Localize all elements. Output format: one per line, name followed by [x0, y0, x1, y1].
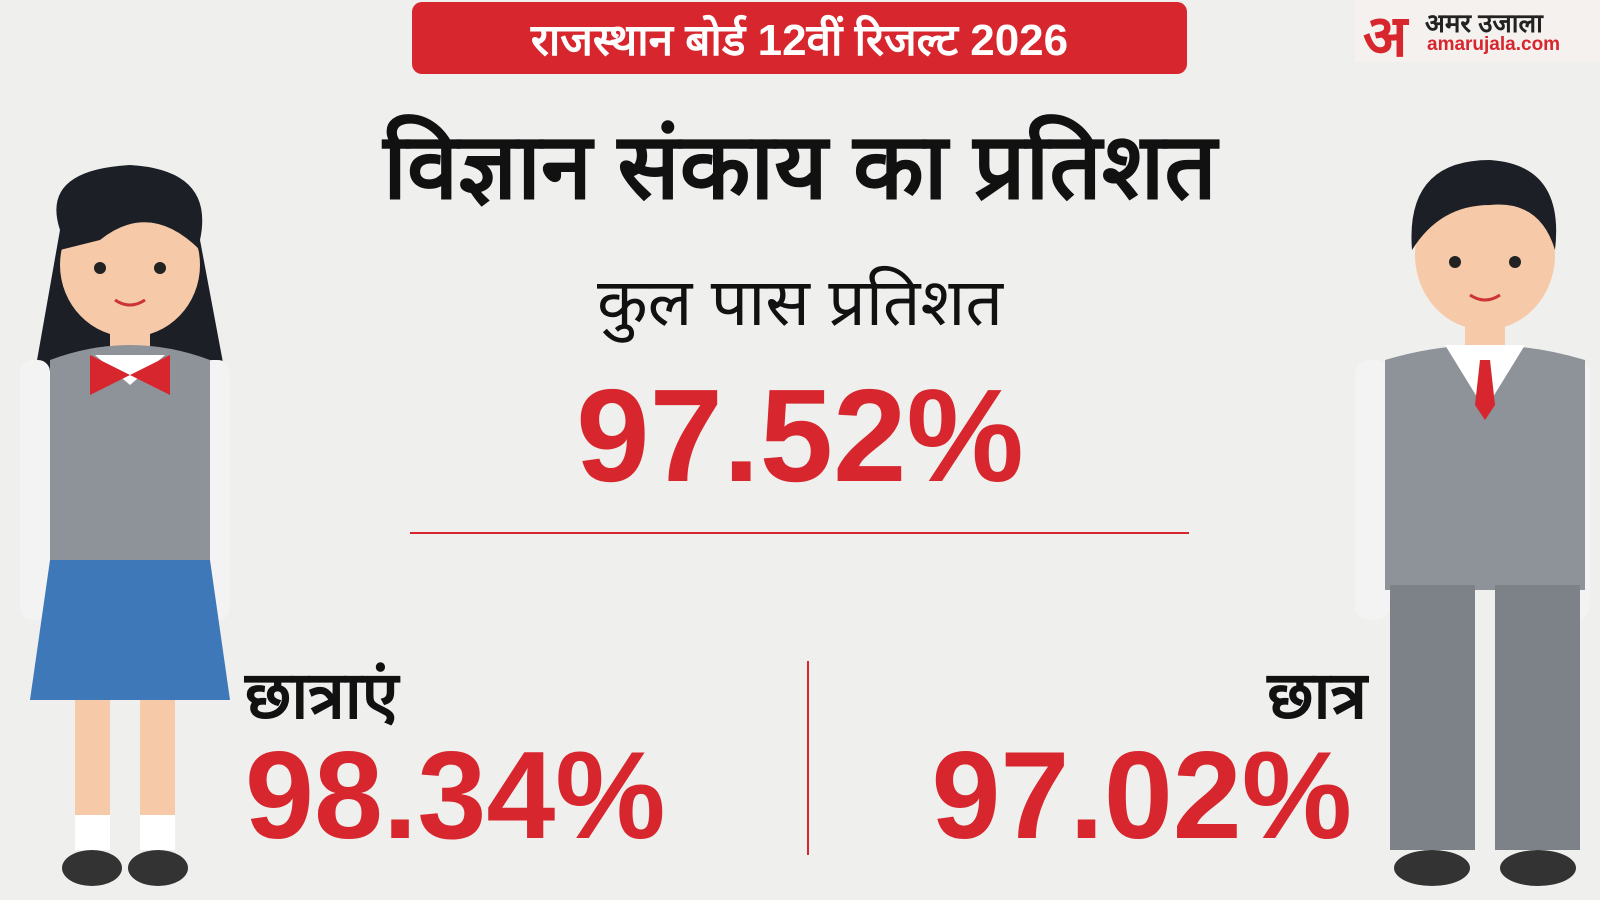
- separator: [410, 532, 1189, 534]
- logo-name: अमर उजाला: [1425, 8, 1543, 38]
- girl-illustration: [20, 165, 230, 886]
- banner-text: राजस्थान बोर्ड 12वीं रिजल्ट 2026: [530, 16, 1069, 65]
- total-value: 97.52%: [576, 362, 1024, 509]
- banner: राजस्थान बोर्ड 12वीं रिजल्ट 2026: [412, 2, 1187, 74]
- girls-label: छात्राएं: [245, 658, 399, 732]
- boys-label: छात्र: [1267, 658, 1367, 732]
- logo: अ अमर उजाला amarujala.com: [1355, 0, 1600, 69]
- title: विज्ञान संकाय का प्रतिशत: [383, 116, 1217, 218]
- logo-site: amarujala.com: [1427, 34, 1561, 55]
- total-label: कुल पास प्रतिशत: [596, 265, 1004, 339]
- girls-value: 98.34%: [245, 727, 666, 865]
- divider: [807, 661, 809, 855]
- boys-value: 97.02%: [931, 727, 1352, 865]
- logo-mark: अ: [1363, 4, 1408, 69]
- boy-illustration: [1355, 160, 1590, 886]
